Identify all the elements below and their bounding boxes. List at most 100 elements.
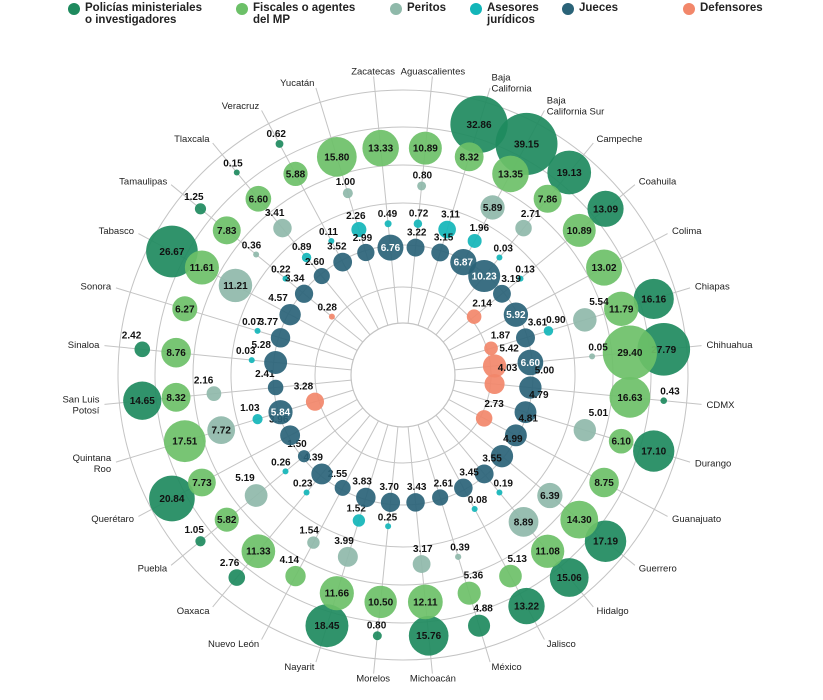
state-label-san-luis-potosi: San Luis Potosí xyxy=(62,394,99,416)
bubble-value: 0.03 xyxy=(236,346,256,357)
bubble-nuevo-leon-peritos: 1.54 xyxy=(299,525,320,549)
bubble-circle xyxy=(334,479,351,496)
bubble-value: 5.36 xyxy=(464,571,484,582)
bubble-value: 3.43 xyxy=(407,482,427,493)
grid-ring xyxy=(314,286,492,464)
state-label-sonora: Sonora xyxy=(80,281,111,292)
bubble-durango-fiscales: 6.10 xyxy=(608,428,634,454)
bubble-tabasco-policias: 26.67 xyxy=(146,225,198,278)
bubble-sinaloa-asesores: 0.03 xyxy=(236,346,256,364)
bubble-circle xyxy=(475,410,493,427)
state-label-coahuila: Coahuila xyxy=(639,177,677,188)
bubble-nayarit-peritos: 3.99 xyxy=(334,536,358,567)
bubble-quintana-roo-fiscales: 17.51 xyxy=(163,420,206,463)
legend-swatch-asesores xyxy=(470,3,482,15)
bubble-mexico-peritos: 0.39 xyxy=(450,543,470,560)
bubble-circle xyxy=(504,424,527,447)
state-label-hidalgo: Hidalgo xyxy=(596,606,628,617)
bubble-circle xyxy=(123,381,162,420)
bubble-value: 11.79 xyxy=(609,304,634,315)
bubble-tlaxcala-policias: 0.15 xyxy=(223,158,243,176)
bubble-veracruz-policias: 0.62 xyxy=(266,129,286,148)
bubble-value: 0.22 xyxy=(271,265,291,276)
bubble-circle xyxy=(233,169,240,176)
bubble-value: 15.80 xyxy=(324,152,349,163)
bubble-value: 4.81 xyxy=(518,413,538,424)
bubble-circle xyxy=(471,506,478,513)
legend-swatch-defensores xyxy=(683,3,695,15)
bubble-chiapas-jueces: 3.61 xyxy=(515,317,548,348)
bubble-value: 2.99 xyxy=(353,233,373,244)
bubble-circle xyxy=(474,464,494,484)
bubble-circle xyxy=(608,428,634,454)
bubble-circle xyxy=(279,303,301,326)
legend-label-policias: Policías ministeriales o investigadores xyxy=(85,2,202,26)
bubble-durango-policias: 17.10 xyxy=(633,430,675,472)
bubble-jalisco-jueces: 3.45 xyxy=(454,468,479,498)
bubble-circle xyxy=(413,219,423,228)
bubble-value: 1.52 xyxy=(346,503,366,514)
bubble-circle xyxy=(515,328,535,348)
bubble-circle xyxy=(519,376,542,399)
bubble-circle xyxy=(412,555,431,573)
bubble-value: 6.39 xyxy=(540,491,560,502)
bubble-baja-california-sur-fiscales: 13.35 xyxy=(492,155,529,193)
bubble-circle xyxy=(493,284,511,303)
bubble-value: 13.33 xyxy=(368,144,393,155)
bubble-guerrero-peritos: 6.39 xyxy=(537,482,563,509)
bubble-value: 17.10 xyxy=(641,447,666,458)
legend-label-fiscales: Fiscales o agentes del MP xyxy=(253,2,356,26)
bubble-circle xyxy=(508,587,545,625)
bubble-value: 2.60 xyxy=(305,257,325,268)
bubble-value: 3.28 xyxy=(294,382,314,393)
bubble-aguascalientes-jueces: 3.22 xyxy=(406,228,427,257)
bubble-value: 0.43 xyxy=(660,386,680,397)
bubble-circle xyxy=(303,489,310,496)
bubble-value: 1.54 xyxy=(299,525,319,536)
bubble-yucatan-jueces: 2.99 xyxy=(353,233,375,262)
bubble-circle xyxy=(268,400,293,425)
bubble-value: 17.19 xyxy=(593,537,618,548)
bubble-michoacan-jueces: 3.43 xyxy=(406,482,427,512)
bubble-value: 7.86 xyxy=(538,194,558,205)
bubble-circle xyxy=(482,354,507,378)
bubble-morelos-policias: 0.80 xyxy=(367,620,387,641)
bubble-aguascalientes-peritos: 0.80 xyxy=(413,170,433,191)
bubble-value: 2.73 xyxy=(484,399,504,410)
bubble-circle xyxy=(244,484,268,507)
bubble-circle xyxy=(468,614,491,637)
bubble-value: 3.45 xyxy=(459,468,479,479)
bubble-circle xyxy=(450,95,508,153)
bubble-value: 16.16 xyxy=(641,294,666,305)
bubble-chihuahua-fiscales: 29.40 xyxy=(602,325,658,380)
bubble-value: 0.05 xyxy=(588,342,608,353)
bubble-circle xyxy=(212,216,241,245)
bubble-value: 3.70 xyxy=(379,482,399,493)
bubble-value: 5.89 xyxy=(483,203,503,214)
bubble-circle xyxy=(385,523,392,530)
bubble-value: 13.02 xyxy=(592,263,617,274)
bubble-circle xyxy=(604,291,639,326)
bubble-campeche-policias: 19.13 xyxy=(547,150,592,195)
bubble-value: 13.09 xyxy=(593,204,618,215)
legend-item-asesores: Asesores jurídicos xyxy=(470,2,539,26)
bubble-value: 20.84 xyxy=(159,494,184,505)
bubble-tlaxcala-jueces: 2.60 xyxy=(305,257,330,285)
bubble-value: 0.36 xyxy=(242,240,262,251)
bubble-circle xyxy=(492,155,529,193)
bubble-circle xyxy=(283,161,308,187)
bubble-campeche-fiscales: 7.86 xyxy=(533,184,562,213)
bubble-circle xyxy=(267,379,284,396)
bubble-circle xyxy=(342,188,353,199)
state-label-durango: Durango xyxy=(695,459,731,470)
bubble-hidalgo-jueces: 3.55 xyxy=(474,454,502,484)
bubble-yucatan-fiscales: 15.80 xyxy=(316,136,357,177)
bubble-circle xyxy=(380,492,401,513)
spoke-tlaxcala xyxy=(212,142,371,336)
bubble-sonora-asesores: 0.07 xyxy=(242,317,262,334)
bubble-value: 0.80 xyxy=(367,620,387,631)
bubble-circle xyxy=(438,220,456,239)
grid-ring xyxy=(154,126,652,624)
bubble-circle xyxy=(241,534,276,569)
bubble-value: 3.11 xyxy=(441,210,460,221)
